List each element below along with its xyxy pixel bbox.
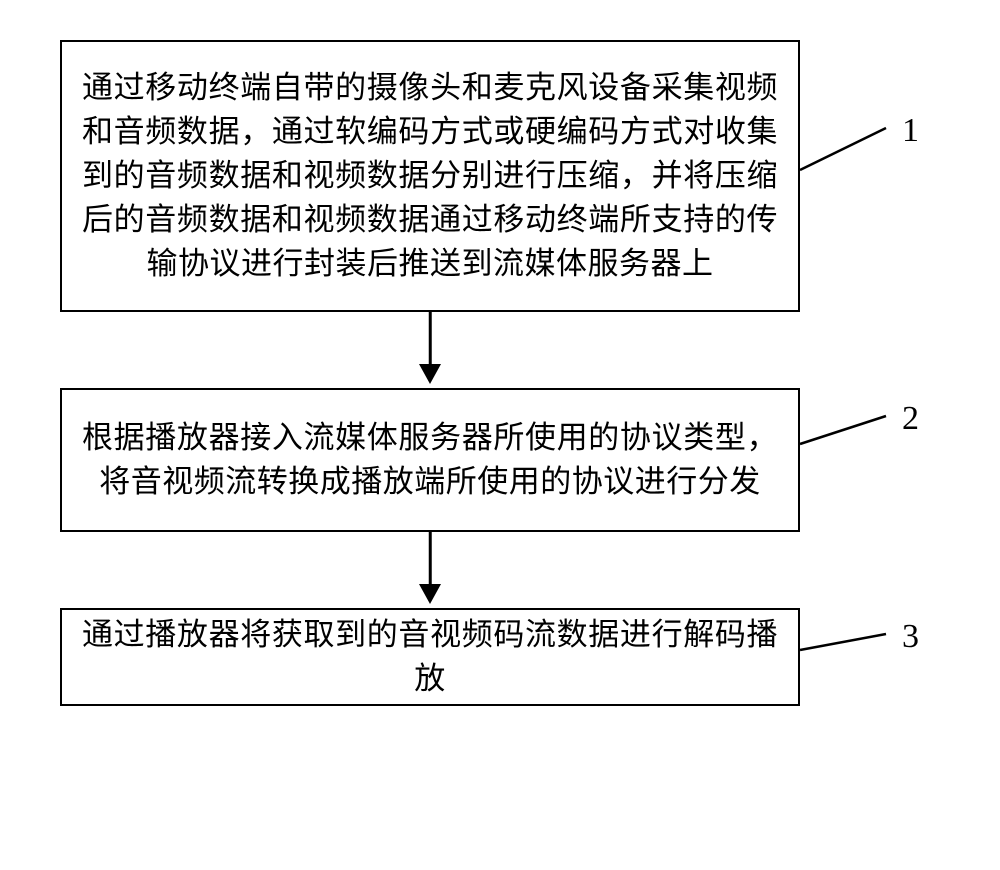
arrow-head-icon [419,584,441,604]
flow-step-3: 通过播放器将获取到的音视频码流数据进行解码播放 [60,608,800,706]
arrow-head-icon [419,364,441,384]
arrow-2-3 [60,532,800,608]
flow-step-1-text: 通过移动终端自带的摄像头和麦克风设备采集视频和音频数据，通过软编码方式或硬编码方… [82,66,778,286]
step-label-2: 2 [902,400,919,438]
arrow-line [429,532,432,588]
step-label-1: 1 [902,112,919,150]
step-label-3: 3 [902,618,919,656]
flowchart: 通过移动终端自带的摄像头和麦克风设备采集视频和音频数据，通过软编码方式或硬编码方… [60,40,940,706]
arrow-1-2 [60,312,800,388]
flow-step-1: 通过移动终端自带的摄像头和麦克风设备采集视频和音频数据，通过软编码方式或硬编码方… [60,40,800,312]
arrow-line [429,312,432,368]
flow-step-2-text: 根据播放器接入流媒体服务器所使用的协议类型，将音视频流转换成播放端所使用的协议进… [82,416,778,504]
flow-step-2: 根据播放器接入流媒体服务器所使用的协议类型，将音视频流转换成播放端所使用的协议进… [60,388,800,532]
flow-step-3-text: 通过播放器将获取到的音视频码流数据进行解码播放 [82,613,778,701]
